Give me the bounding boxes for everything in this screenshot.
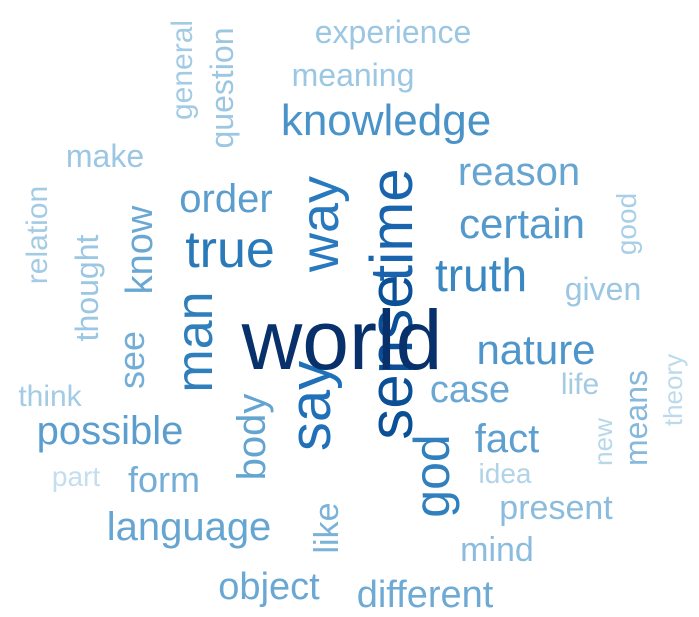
word-object: object (218, 566, 320, 608)
word-man: man (166, 291, 224, 393)
word-certain: certain (458, 200, 586, 247)
word-present: present (499, 489, 613, 527)
word-think: think (18, 380, 82, 413)
word-order: order (179, 177, 273, 221)
word-true: true (185, 221, 275, 279)
word-form: form (128, 459, 200, 500)
word-part: part (51, 461, 101, 492)
word-means: means (618, 369, 654, 467)
word-theory: theory (658, 353, 688, 427)
word-knowledge: knowledge (280, 96, 492, 145)
word-general: general (166, 19, 199, 121)
word-see: see (111, 330, 152, 390)
word-fact: fact (474, 417, 540, 461)
word-relation: relation (21, 185, 54, 285)
word-language: language (106, 505, 272, 549)
word-body: body (230, 393, 274, 481)
word-experience: experience (314, 14, 472, 50)
word-new: new (588, 418, 618, 466)
word-different: different (356, 574, 494, 616)
word-thought: thought (69, 234, 105, 342)
word-way: way (290, 175, 350, 273)
word-nature: nature (476, 326, 596, 373)
word-question: question (204, 27, 240, 149)
word-know: know (119, 205, 161, 295)
word-time: time (358, 168, 425, 282)
word-given: given (564, 271, 642, 307)
word-possible: possible (36, 409, 184, 453)
word-good: good (611, 192, 642, 256)
word-world: world (241, 293, 443, 387)
word-case: case (429, 369, 511, 411)
word-truth: truth (434, 249, 528, 301)
word-mind: mind (460, 531, 534, 569)
word-god: god (404, 434, 460, 518)
word-meaning: meaning (291, 57, 415, 93)
word-idea: idea (478, 458, 532, 489)
word-like: like (308, 502, 346, 554)
word-reason: reason (457, 150, 581, 194)
word-life: life (560, 368, 600, 401)
word-make: make (65, 138, 145, 174)
